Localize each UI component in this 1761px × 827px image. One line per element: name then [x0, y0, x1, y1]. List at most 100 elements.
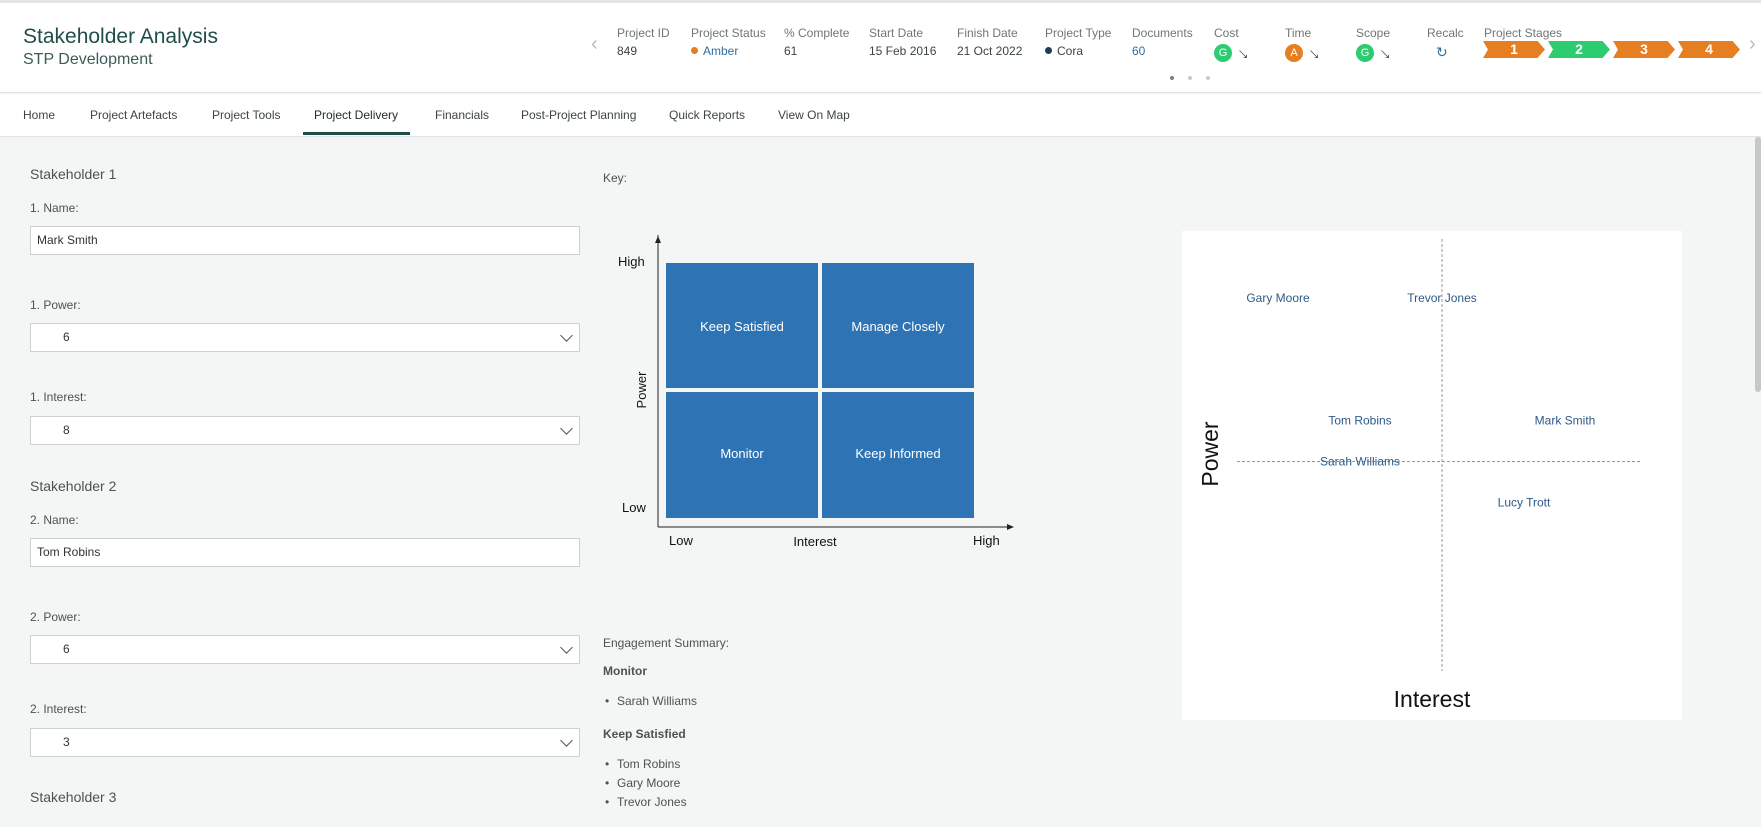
trend-down-icon: →: [1302, 38, 1330, 66]
rag-badge: G: [1356, 43, 1374, 62]
group-heading-monitor: Monitor: [603, 664, 647, 678]
documents-link[interactable]: 60: [1132, 44, 1146, 58]
meta-label: Scope: [1356, 26, 1391, 40]
tab-bar: Home Project Artefacts Project Tools Pro…: [0, 94, 1761, 137]
type-dot-icon: [1045, 47, 1052, 54]
key-x-low-label: Low: [669, 533, 693, 548]
engagement-summary-label: Engagement Summary:: [603, 636, 730, 650]
meta-label: Project Type: [1045, 26, 1112, 40]
active-tab-indicator: [303, 132, 410, 135]
tab-project-delivery[interactable]: Project Delivery: [314, 108, 399, 122]
select-value: 6: [63, 642, 70, 656]
meta-value: 61: [784, 44, 798, 58]
meta-start-date: Start Date 15 Feb 2016: [869, 26, 936, 58]
key-y-high-label: High: [618, 254, 645, 269]
stakeholder-point-label: Mark Smith: [1535, 414, 1596, 428]
quadrant-label: Keep Satisfied: [700, 319, 784, 334]
rag-badge: A: [1285, 43, 1303, 62]
tab-post-project-planning[interactable]: Post-Project Planning: [521, 108, 637, 122]
stakeholder-point-label: Lucy Trott: [1498, 495, 1551, 509]
stakeholder-2-power-select[interactable]: 6: [30, 635, 580, 664]
meta-label: % Complete: [784, 26, 850, 40]
stage-1[interactable]: 1: [1483, 41, 1545, 58]
top-border: [0, 0, 1761, 3]
meta-label: Project ID: [617, 26, 670, 40]
group-heading-keep-satisfied: Keep Satisfied: [603, 727, 686, 741]
power-label: 2. Power:: [30, 610, 81, 624]
quadrant-manage-closely: [822, 263, 974, 388]
chevron-left-icon[interactable]: ‹: [591, 33, 598, 55]
list-item: Trevor Jones: [603, 793, 687, 812]
pager-dot[interactable]: [1188, 76, 1192, 80]
meta-value: 849: [617, 44, 638, 58]
meta-project-stages: Project Stages: [1484, 26, 1562, 40]
scrollbar[interactable]: [1755, 137, 1761, 392]
meta-scope: Scope G →: [1356, 26, 1401, 66]
pager-dot[interactable]: [1206, 76, 1210, 80]
interest-label: 1. Interest:: [30, 390, 87, 404]
stakeholder-2-interest-select[interactable]: 3: [30, 728, 580, 757]
stakeholder-point-label: Trevor Jones: [1407, 291, 1477, 305]
interest-label: 2. Interest:: [30, 702, 87, 716]
stakeholder-3-heading: Stakeholder 3: [30, 789, 117, 805]
meta-value: 21 Oct 2022: [957, 44, 1023, 58]
key-y-axis-label: Power: [634, 371, 649, 409]
y-axis-label: Power: [1197, 421, 1223, 487]
quadrant-monitor: [666, 392, 818, 518]
chevron-down-icon: [560, 641, 573, 654]
meta-finish-date: Finish Date 21 Oct 2022: [957, 26, 1022, 58]
stage-4[interactable]: 4: [1678, 41, 1740, 58]
meta-label: Finish Date: [957, 26, 1018, 40]
trend-down-icon: →: [1373, 38, 1401, 66]
rag-badge: G: [1214, 43, 1232, 62]
stakeholder-1-heading: Stakeholder 1: [30, 166, 117, 182]
meta-project-type: Project Type Cora: [1045, 26, 1111, 58]
chevron-right-icon[interactable]: ›: [1749, 33, 1756, 55]
x-axis-label: Interest: [1394, 686, 1471, 712]
stage-3[interactable]: 3: [1613, 41, 1675, 58]
stakeholder-1-interest-select[interactable]: 8: [30, 416, 580, 445]
select-value: 6: [63, 330, 70, 344]
name-label: 1. Name:: [30, 201, 79, 215]
quadrant-label: Manage Closely: [851, 319, 945, 334]
meta-recalc: Recalc ↻: [1427, 26, 1464, 61]
stakeholder-scatter-panel: Gary Moore Trevor Jones Tom Robins Mark Smi…: [1182, 231, 1682, 720]
arrow-right-icon: [1007, 524, 1014, 530]
stakeholder-2-heading: Stakeholder 2: [30, 478, 117, 494]
select-value: 3: [63, 735, 70, 749]
key-y-low-label: Low: [622, 500, 646, 515]
quadrant-label: Keep Informed: [855, 446, 940, 461]
meta-label: Cost: [1214, 26, 1239, 40]
status-link[interactable]: Amber: [703, 44, 739, 58]
key-x-axis-label: Interest: [793, 534, 837, 549]
meta-cost: Cost G →: [1214, 26, 1259, 66]
monitor-list: Sarah Williams: [603, 692, 697, 711]
list-item: Tom Robins: [603, 755, 687, 774]
tab-home[interactable]: Home: [23, 108, 56, 122]
project-name: STP Development: [23, 51, 153, 68]
meta-value: 15 Feb 2016: [869, 44, 937, 58]
tab-project-artefacts[interactable]: Project Artefacts: [90, 108, 178, 122]
meta-percent-complete: % Complete 61: [784, 26, 849, 58]
tab-financials[interactable]: Financials: [435, 108, 490, 122]
meta-project-status: Project Status Amber: [691, 26, 766, 58]
meta-label: Project Status: [691, 26, 766, 40]
tab-quick-reports[interactable]: Quick Reports: [669, 108, 746, 122]
refresh-icon[interactable]: ↻: [1436, 44, 1448, 60]
chevron-down-icon: [560, 329, 573, 342]
page-title: Stakeholder Analysis: [23, 25, 218, 48]
tab-project-tools[interactable]: Project Tools: [212, 108, 281, 122]
meta-documents: Documents 60: [1132, 26, 1193, 58]
pager-dot[interactable]: [1170, 76, 1174, 80]
stakeholder-1-power-select[interactable]: 6: [30, 323, 580, 352]
meta-label: Recalc: [1427, 26, 1464, 40]
meta-time: Time A →: [1285, 26, 1330, 66]
stakeholder-1-name-input[interactable]: Mark Smith: [30, 226, 580, 255]
tab-view-on-map[interactable]: View On Map: [778, 108, 850, 122]
stage-2[interactable]: 2: [1548, 41, 1610, 58]
carousel-pager: [1170, 69, 1224, 83]
stakeholder-2-name-input[interactable]: Tom Robins: [30, 538, 580, 567]
project-header: Stakeholder Analysis STP Development ‹ P…: [0, 3, 1761, 93]
meta-label: Project Stages: [1484, 26, 1563, 40]
key-x-high-label: High: [973, 533, 1000, 548]
